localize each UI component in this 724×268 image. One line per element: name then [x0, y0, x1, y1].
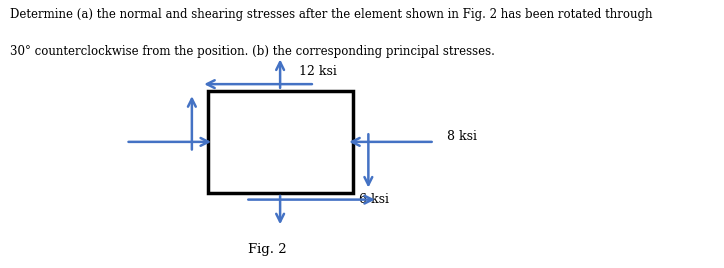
- Text: 8 ksi: 8 ksi: [447, 130, 477, 143]
- Text: 6 ksi: 6 ksi: [359, 193, 389, 206]
- Text: 30° counterclockwise from the position. (b) the corresponding principal stresses: 30° counterclockwise from the position. …: [10, 45, 495, 58]
- Text: Fig. 2: Fig. 2: [248, 243, 287, 256]
- Bar: [208, 91, 353, 193]
- Text: Determine (a) the normal and shearing stresses after the element shown in Fig. 2: Determine (a) the normal and shearing st…: [10, 8, 653, 21]
- Text: 12 ksi: 12 ksi: [299, 65, 337, 79]
